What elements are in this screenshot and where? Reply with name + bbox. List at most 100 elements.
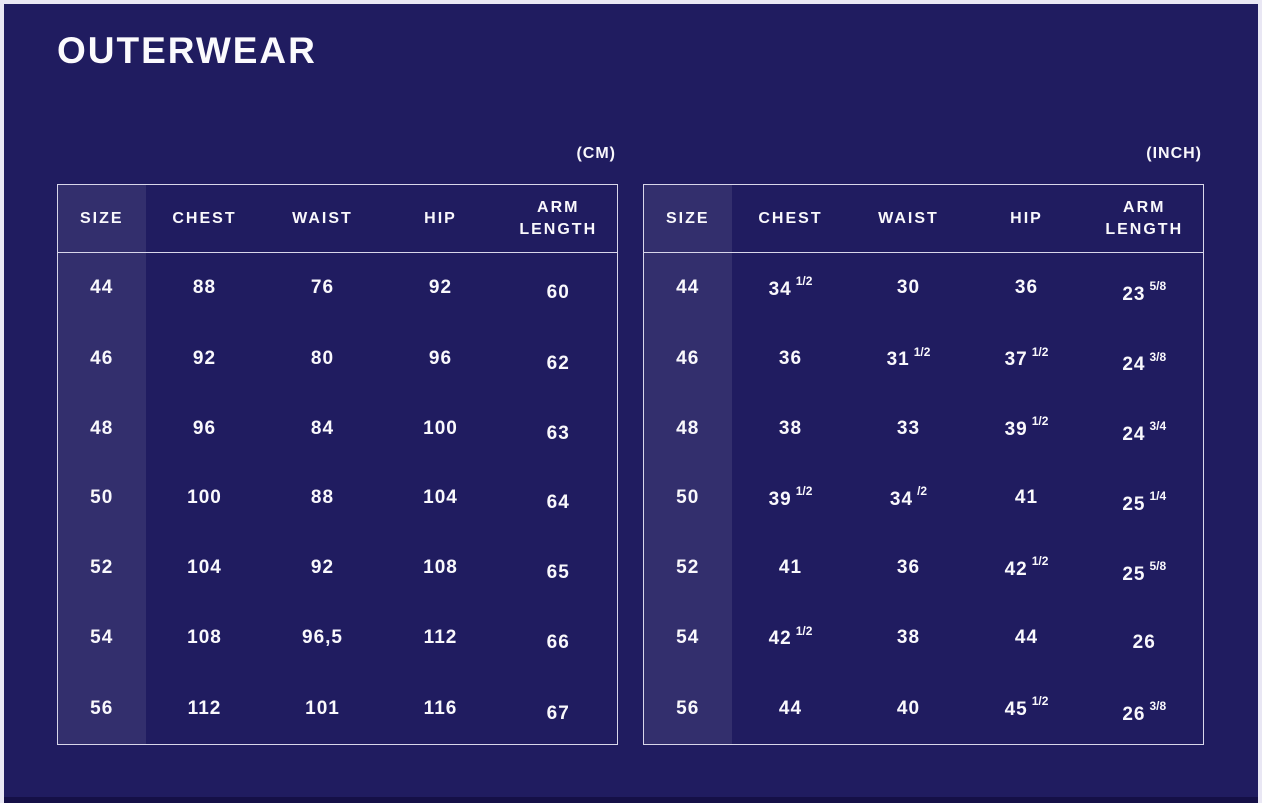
column-header-chest: CHEST <box>145 184 264 253</box>
table-cell: 108 <box>423 557 458 579</box>
table-cell: 26 3/8 <box>1122 699 1167 725</box>
table-row: 44 34 1/2 30 36 23 5/8 <box>643 252 1204 324</box>
table-cell: 48 <box>57 393 146 464</box>
table-row: 54 108 96,5 112 66 <box>57 603 618 674</box>
table-cell: 112 <box>423 627 458 649</box>
table-cell: 92 <box>310 557 335 579</box>
table-row: 50 39 1/2 34/2 41 25 1/4 <box>643 463 1204 534</box>
table-cell: 23 5/8 <box>1122 279 1167 305</box>
table-row: 46 92 80 96 62 <box>57 323 618 394</box>
table-cell: 100 <box>187 487 222 509</box>
column-header-waist: WAIST <box>849 184 968 253</box>
table-row: 48 96 84 100 63 <box>57 393 618 464</box>
table-cell: 44 <box>1014 627 1039 649</box>
table-cell: 34/2 <box>889 484 928 510</box>
table-cell: 30 <box>896 277 921 299</box>
table-cell: 38 <box>778 417 803 439</box>
table-cell: 24 3/4 <box>1122 419 1167 445</box>
table-cell: 104 <box>187 557 222 579</box>
table-cell: 54 <box>643 603 732 674</box>
table-cell: 92 <box>428 277 453 299</box>
table-cell: 88 <box>310 487 335 509</box>
table-cell: 44 <box>57 252 146 324</box>
table-cell: 33 <box>896 417 921 439</box>
table-row: 50 100 88 104 64 <box>57 463 618 534</box>
column-header-hip: HIP <box>967 184 1086 253</box>
column-header-hip: HIP <box>381 184 500 253</box>
table-cell: 52 <box>57 533 146 604</box>
unit-label-cm: (CM) <box>576 145 616 162</box>
table-cell: 56 <box>643 673 732 745</box>
table-cell: 67 <box>546 702 570 724</box>
table-cell: 80 <box>310 347 335 369</box>
table-cell: 101 <box>305 697 340 719</box>
table-row: 44 88 76 92 60 <box>57 252 618 324</box>
table-cell: 66 <box>546 632 570 654</box>
table-cell: 96 <box>428 347 453 369</box>
table-cell: 34 1/2 <box>768 274 813 300</box>
table-row: 56 112 101 116 67 <box>57 673 618 745</box>
table-cell: 36 <box>896 557 921 579</box>
size-table-inch: SIZE CHEST WAIST HIP ARM LENGTH 44 34 1/2 3… <box>643 184 1204 745</box>
table-cell: 64 <box>546 492 570 514</box>
table-cell: 50 <box>57 463 146 534</box>
table-cell: 88 <box>192 277 217 299</box>
table-row: 52 41 36 42 1/2 25 5/8 <box>643 533 1204 604</box>
inch-table-section: (INCH) SIZE CHEST WAIST HIP ARM LENGTH 4… <box>643 145 1204 745</box>
table-cell: 104 <box>423 487 458 509</box>
table-cell: 25 5/8 <box>1122 559 1167 585</box>
table-cell: 46 <box>643 323 732 394</box>
table-cell: 26 <box>1132 632 1156 654</box>
table-row: 56 44 40 45 1/2 26 3/8 <box>643 673 1204 745</box>
table-row: 48 38 33 39 1/2 24 3/4 <box>643 393 1204 464</box>
table-cell: 44 <box>778 697 803 719</box>
column-header-arm-length: ARM LENGTH <box>1085 184 1204 253</box>
table-cell: 108 <box>187 627 222 649</box>
table-cell: 46 <box>57 323 146 394</box>
table-cell: 24 3/8 <box>1122 349 1167 375</box>
table-cell: 44 <box>643 252 732 324</box>
table-cell: 31 1/2 <box>886 344 931 370</box>
table-cell: 52 <box>643 533 732 604</box>
table-cell: 62 <box>546 352 570 374</box>
table-cell: 84 <box>310 417 335 439</box>
table-cell: 37 1/2 <box>1004 344 1049 370</box>
table-cell: 38 <box>896 627 921 649</box>
column-header-chest: CHEST <box>731 184 850 253</box>
table-cell: 63 <box>546 422 570 444</box>
unit-label-inch: (INCH) <box>1146 145 1202 162</box>
table-cell: 56 <box>57 673 146 745</box>
column-header-waist: WAIST <box>263 184 382 253</box>
table-cell: 45 1/2 <box>1004 694 1049 720</box>
header-row: SIZE CHEST WAIST HIP ARM LENGTH <box>57 184 618 253</box>
table-cell: 42 1/2 <box>1004 554 1049 580</box>
table-cell: 96,5 <box>302 627 343 649</box>
tables-container: (CM) SIZE CHEST WAIST HIP ARM LENGTH 44 8… <box>57 145 1204 745</box>
table-row: 52 104 92 108 65 <box>57 533 618 604</box>
header-row: SIZE CHEST WAIST HIP ARM LENGTH <box>643 184 1204 253</box>
table-cell: 41 <box>778 557 803 579</box>
table-cell: 112 <box>187 697 222 719</box>
table-cell: 76 <box>310 277 335 299</box>
table-cell: 39 1/2 <box>1004 414 1049 440</box>
table-cell: 54 <box>57 603 146 674</box>
page-title: OUTERWEAR <box>57 30 317 71</box>
column-header-arm-length: ARM LENGTH <box>499 184 618 253</box>
size-table-cm: SIZE CHEST WAIST HIP ARM LENGTH 44 88 76 92… <box>57 184 618 745</box>
table-cell: 60 <box>546 282 570 304</box>
table-cell: 100 <box>423 417 458 439</box>
column-header-size: SIZE <box>57 184 146 253</box>
table-cell: 41 <box>1014 487 1039 509</box>
table-cell: 25 1/4 <box>1122 489 1167 515</box>
cm-table-section: (CM) SIZE CHEST WAIST HIP ARM LENGTH 44 8… <box>57 145 618 745</box>
table-cell: 36 <box>778 347 803 369</box>
table-row: 46 36 31 1/2 37 1/2 24 3/8 <box>643 323 1204 394</box>
table-cell: 50 <box>643 463 732 534</box>
bottom-edge-strip <box>4 797 1258 803</box>
table-cell: 42 1/2 <box>768 624 813 650</box>
table-cell: 48 <box>643 393 732 464</box>
table-cell: 40 <box>896 697 921 719</box>
table-cell: 92 <box>192 347 217 369</box>
table-cell: 65 <box>546 562 570 584</box>
